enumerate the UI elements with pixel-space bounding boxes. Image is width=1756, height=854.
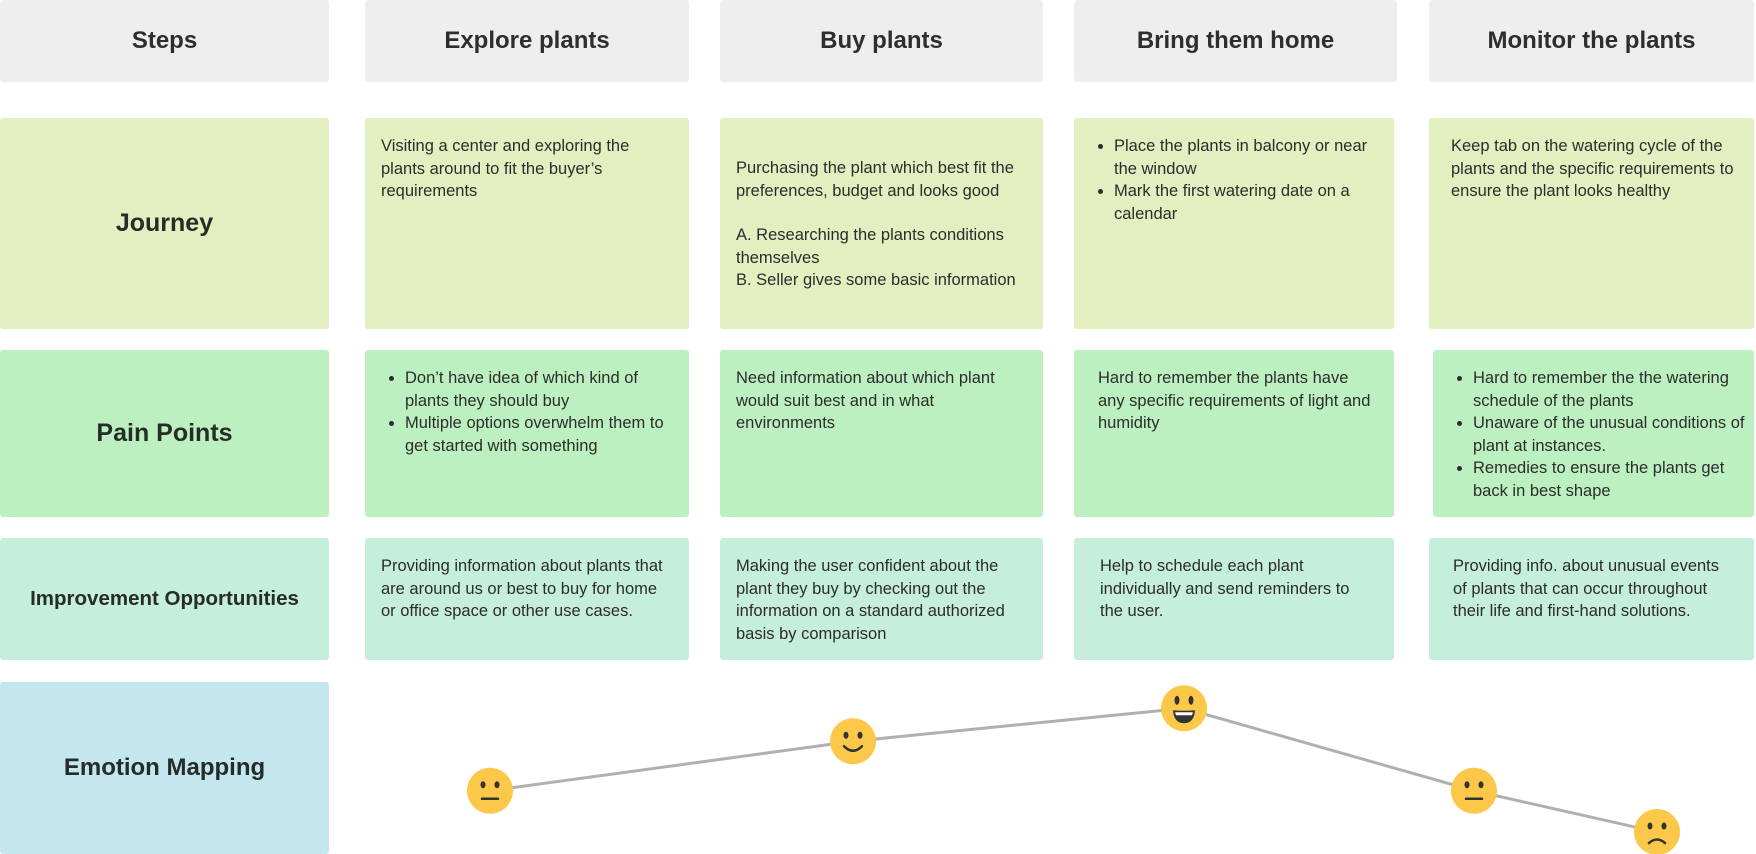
journey-buy-line-a: A. Researching the plants conditions the…: [736, 226, 1004, 267]
grinning-face-icon: [1161, 685, 1207, 732]
journey-buy-line-b: B. Seller gives some basic information: [736, 271, 1016, 289]
header-buy-label: Buy plants: [820, 27, 943, 54]
list-item: Mark the first watering date on a calend…: [1114, 180, 1378, 225]
improve-explore-text: Providing information about plants that …: [381, 557, 663, 620]
header-monitor: Monitor the plants: [1429, 0, 1754, 82]
improve-monitor-cell: Providing info. about unusual events of …: [1429, 538, 1754, 660]
emotion-mapping-label: Emotion Mapping: [63, 754, 266, 781]
neutral-face-icon: [1451, 767, 1497, 814]
improve-bring-cell: Help to schedule each plant individually…: [1074, 538, 1394, 660]
list-item: Remedies to ensure the plants get back i…: [1473, 457, 1746, 502]
neutral-face-icon: [467, 767, 513, 814]
journey-bring-cell: Place the plants in balcony or near the …: [1074, 118, 1394, 329]
pain-buy-text: Need information about which plant would…: [736, 369, 995, 432]
pain-monitor-cell: Hard to remember the the watering schedu…: [1433, 350, 1754, 517]
emotion-line-segment: [852, 706, 1185, 743]
improve-buy-text: Making the user confident about the plan…: [736, 557, 1005, 643]
journey-buy-cell: Purchasing the plant which best fit the …: [720, 118, 1043, 329]
list-item: Don’t have idea of which kind of plants …: [405, 367, 673, 412]
pain-explore-list: Don’t have idea of which kind of plants …: [381, 367, 673, 457]
header-bring-label: Bring them home: [1136, 27, 1335, 54]
header-steps: Steps: [0, 0, 329, 82]
journey-monitor-cell: Keep tab on the watering cycle of the pl…: [1429, 118, 1754, 329]
journey-buy-text: Purchasing the plant which best fit the …: [736, 159, 1014, 200]
improvement-label: Improvement Opportunities: [30, 587, 299, 610]
improve-explore-cell: Providing information about plants that …: [365, 538, 689, 660]
journey-explore-cell: Visiting a center and exploring the plan…: [365, 118, 689, 329]
list-item: Unaware of the unusual conditions of pla…: [1473, 412, 1746, 457]
journey-monitor-text: Keep tab on the watering cycle of the pl…: [1451, 137, 1734, 200]
header-explore-plants: Explore plants: [365, 0, 689, 82]
improve-monitor-text: Providing info. about unusual events of …: [1453, 557, 1720, 620]
header-steps-label: Steps: [131, 27, 198, 54]
smiling-face-icon: [830, 718, 876, 765]
header-monitor-label: Monitor the plants: [1487, 27, 1696, 54]
row-label-emotion-mapping: Emotion Mapping: [0, 682, 329, 854]
pain-monitor-list: Hard to remember the the watering schedu…: [1449, 367, 1746, 502]
pain-explore-cell: Don’t have idea of which kind of plants …: [365, 350, 689, 517]
row-label-improvement: Improvement Opportunities: [0, 538, 329, 660]
improve-buy-cell: Making the user confident about the plan…: [720, 538, 1043, 660]
pain-buy-cell: Need information about which plant would…: [720, 350, 1043, 517]
frowning-face-icon: [1634, 809, 1680, 854]
list-item: Place the plants in balcony or near the …: [1114, 135, 1378, 180]
journey-bring-list: Place the plants in balcony or near the …: [1090, 135, 1378, 225]
pain-points-label: Pain Points: [96, 419, 233, 447]
emotion-line-segment: [1183, 706, 1475, 793]
row-label-pain-points: Pain Points: [0, 350, 329, 517]
pain-bring-text: Hard to remember the plants have any spe…: [1098, 369, 1371, 432]
header-explore-label: Explore plants: [444, 27, 610, 54]
emotion-line-segment: [489, 739, 854, 793]
journey-label: Journey: [115, 209, 214, 237]
header-bring-home: Bring them home: [1074, 0, 1397, 82]
header-buy-plants: Buy plants: [720, 0, 1043, 82]
list-item: Hard to remember the the watering schedu…: [1473, 367, 1746, 412]
improve-bring-text: Help to schedule each plant individually…: [1100, 557, 1350, 620]
journey-explore-text: Visiting a center and exploring the plan…: [381, 137, 630, 200]
emotion-line-segment: [1473, 789, 1658, 834]
list-item: Multiple options overwhelm them to get s…: [405, 412, 673, 457]
pain-bring-cell: Hard to remember the plants have any spe…: [1074, 350, 1394, 517]
row-label-journey: Journey: [0, 118, 329, 329]
